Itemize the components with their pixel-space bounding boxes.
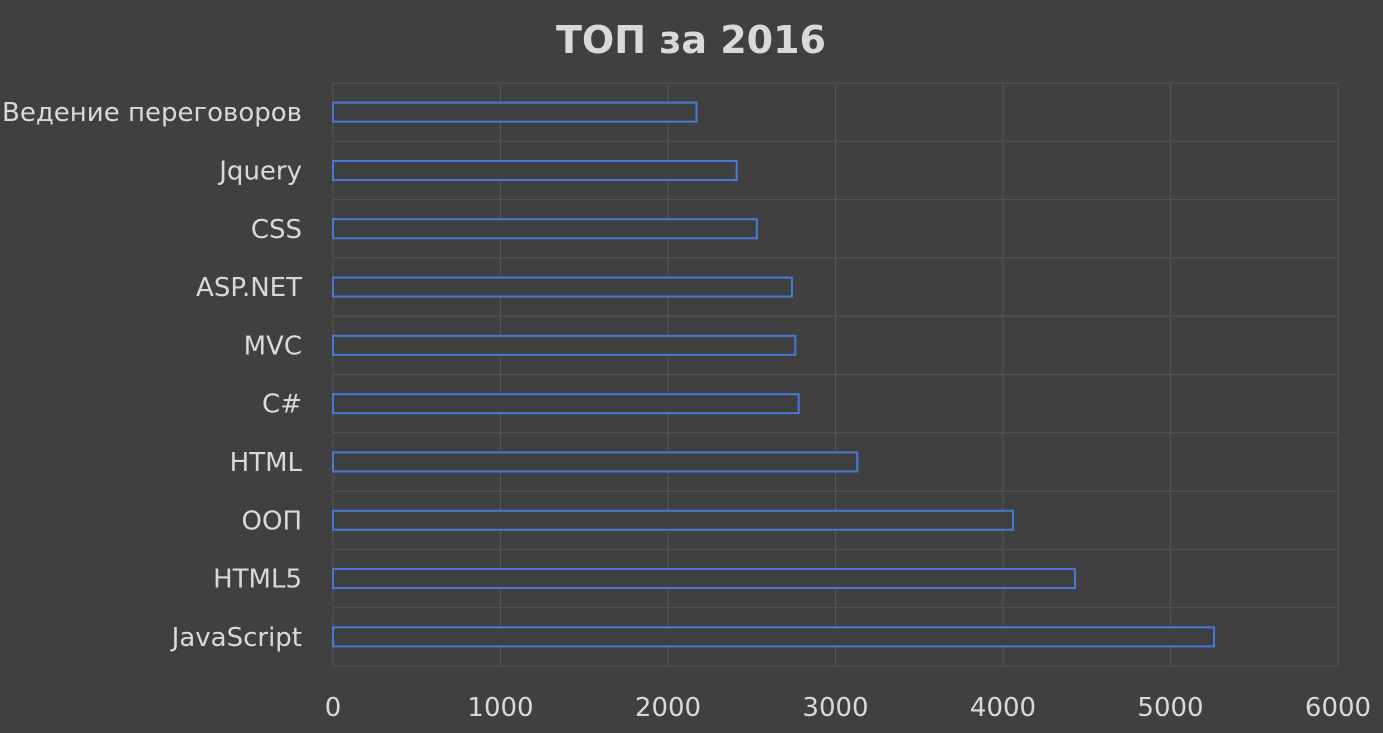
- bar: [332, 509, 1015, 531]
- category-label: HTML5: [213, 565, 302, 595]
- category-label: CSS: [251, 215, 302, 245]
- x-tick-label: 1000: [467, 693, 533, 723]
- bar: [332, 393, 800, 415]
- grid: [332, 82, 1339, 667]
- x-tick-label: 5000: [1137, 693, 1203, 723]
- bar: [332, 276, 793, 298]
- x-tick-label: 2000: [635, 693, 701, 723]
- category-label: MVC: [244, 331, 302, 361]
- bar: [332, 159, 738, 181]
- category-label: Ведение переговоров: [2, 98, 302, 128]
- bar: [332, 451, 859, 473]
- category-label: ASP.NET: [196, 273, 302, 303]
- category-labels: Ведение переговоров Jquery CSS ASP.NET MVC C#…: [2, 98, 303, 653]
- x-tick-label: 4000: [970, 693, 1036, 723]
- bar: [332, 334, 797, 356]
- bar: [332, 626, 1216, 648]
- category-label: Jquery: [217, 156, 302, 186]
- bars: [332, 101, 1216, 648]
- bar: [332, 218, 758, 240]
- x-tick-label: 6000: [1305, 693, 1371, 723]
- bar: [332, 101, 698, 123]
- category-label: C#: [262, 390, 302, 420]
- x-tick-label: 3000: [802, 693, 868, 723]
- category-label: HTML: [230, 448, 303, 478]
- category-label: ООП: [242, 506, 302, 536]
- x-axis-tick-labels: 0 1000 2000 3000 4000 5000 6000: [325, 693, 1371, 723]
- chart-title: ТОП за 2016: [556, 18, 826, 62]
- x-tick-label: 0: [325, 693, 342, 723]
- bar: [332, 568, 1077, 590]
- category-label: JavaScript: [170, 623, 302, 653]
